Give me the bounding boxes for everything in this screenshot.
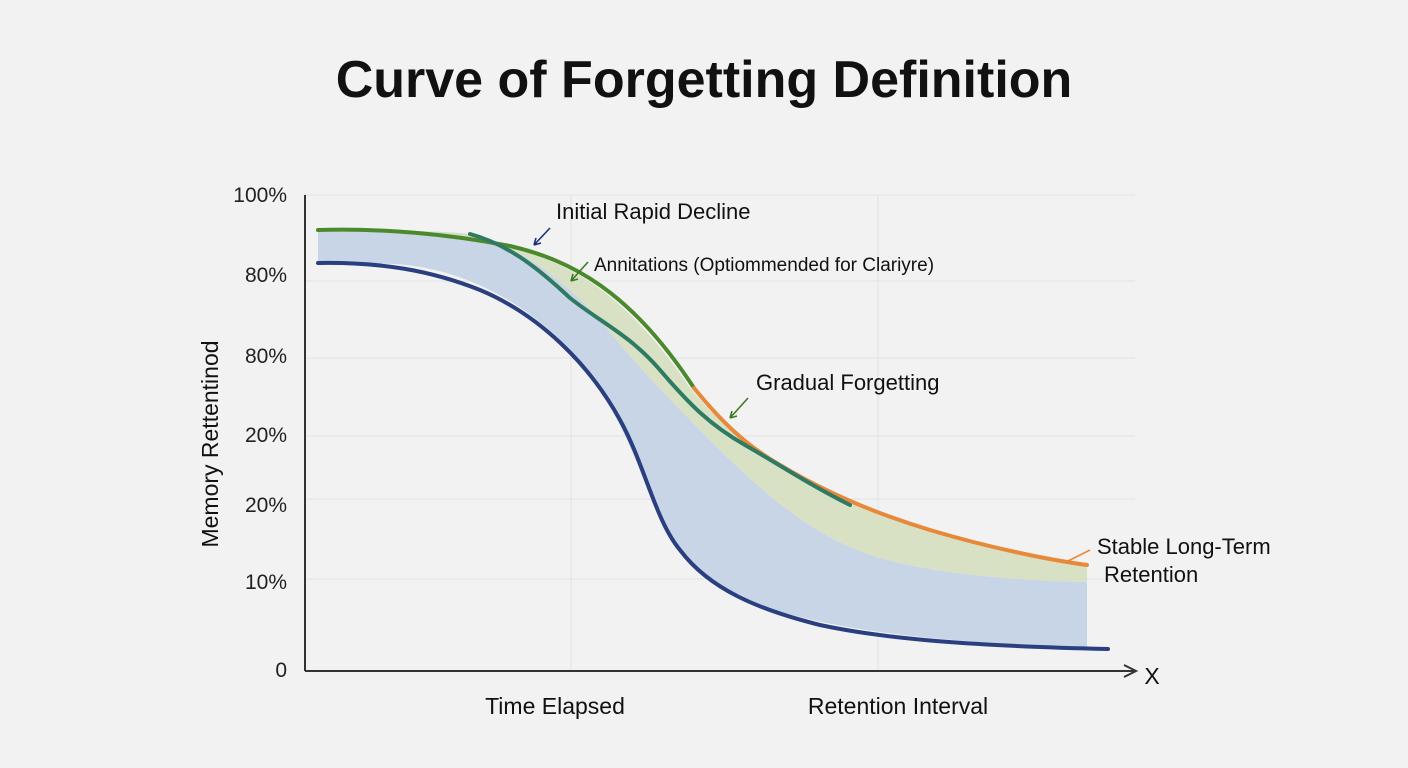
annotation-retention: Retention: [1104, 562, 1198, 587]
series-line-middle: [468, 232, 852, 507]
annotation-note: Annitations (Optiommended for Clariyre): [594, 255, 934, 276]
annotation-arrowhead-note: [570, 273, 579, 282]
y-tick-label: 20%: [245, 424, 287, 447]
annotation-initial-rapid-decline: Initial Rapid Decline: [556, 199, 750, 224]
x-axis-arrowhead: [1123, 664, 1139, 678]
chart-title: Curve of Forgetting Definition: [335, 51, 1073, 109]
blue-band-fill: [318, 230, 1087, 647]
annotation-arrow-stable: [1065, 549, 1091, 563]
annotation-stable-long-term: Stable Long-Term: [1097, 534, 1271, 559]
annotation-arrowhead-gradual: [729, 410, 738, 419]
y-axis-label: Memory Rettentinod: [197, 340, 223, 547]
y-tick-label: 20%: [245, 494, 287, 517]
y-tick-label: 100%: [233, 184, 287, 207]
series-line-upper-orange: [692, 386, 1089, 567]
y-tick-label: 80%: [245, 345, 287, 368]
x-label-time-elapsed: Time Elapsed: [485, 693, 625, 719]
x-axis-end-label: X: [1144, 663, 1159, 689]
y-tick-label: 10%: [245, 571, 287, 594]
series-line-upper-green: [316, 227, 696, 390]
series-line-lower: [316, 260, 1110, 651]
y-tick-label: 80%: [245, 264, 287, 287]
x-label-retention-interval: Retention Interval: [808, 693, 988, 719]
annotation-arrow-note: [570, 261, 589, 282]
annotation-gradual-forgetting: Gradual Forgetting: [756, 370, 939, 395]
y-tick-label: 0: [275, 659, 287, 682]
annotation-arrow-initial-decline: [533, 227, 551, 246]
green-band-fill: [318, 230, 1087, 582]
annotation-arrowhead-initial-decline: [533, 237, 542, 246]
annotation-arrow-gradual: [729, 397, 749, 419]
